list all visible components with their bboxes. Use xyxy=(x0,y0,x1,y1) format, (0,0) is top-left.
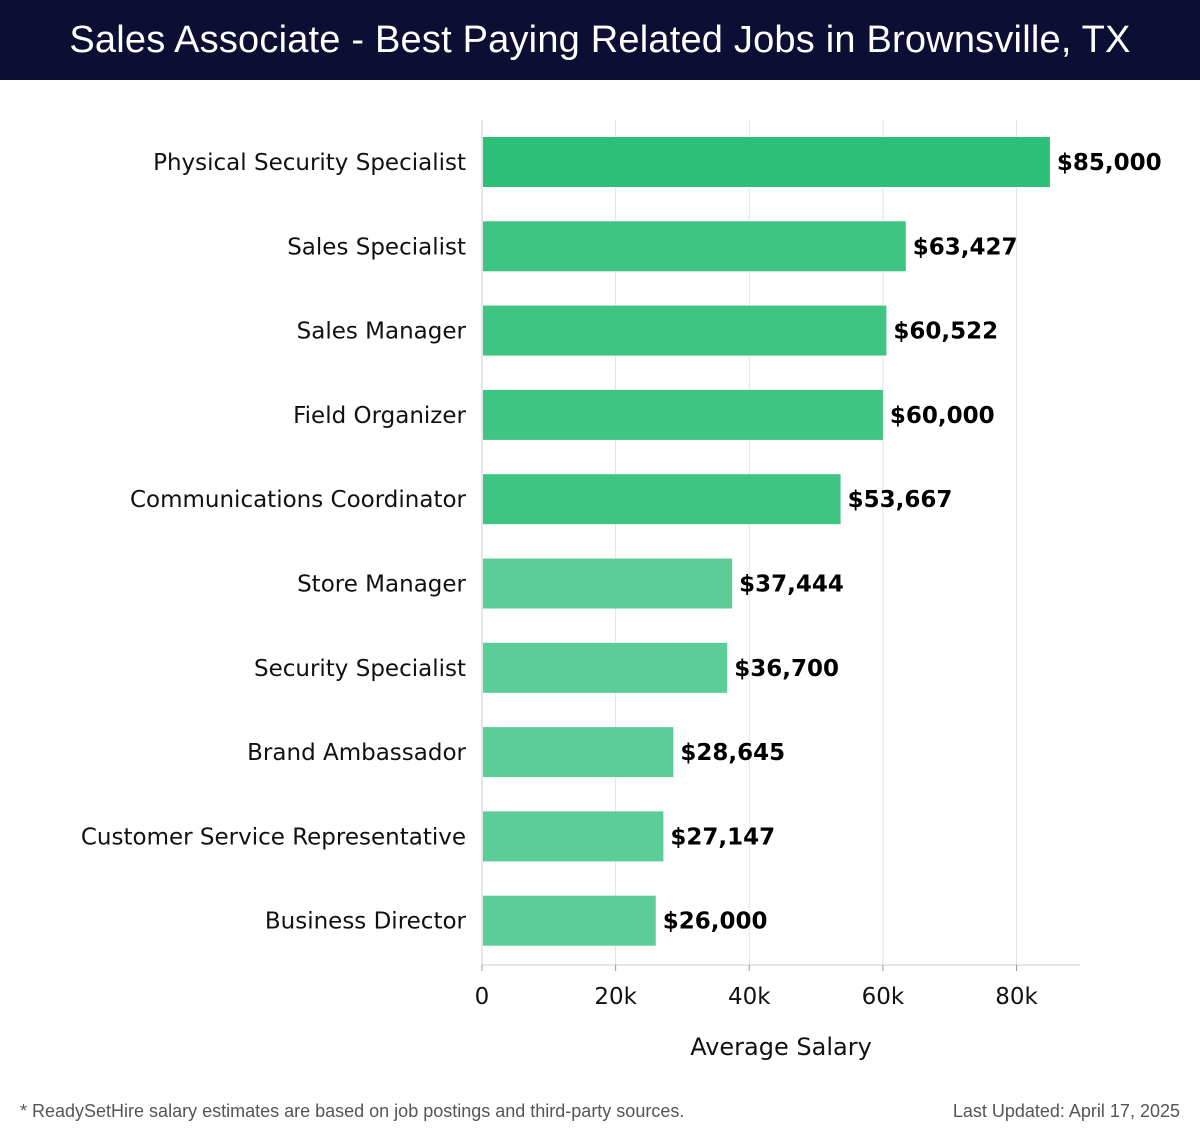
value-label: $85,000 xyxy=(1057,150,1162,176)
x-tick-label: 0 xyxy=(475,984,490,1010)
value-label: $26,000 xyxy=(663,909,768,935)
category-label: Store Manager xyxy=(297,572,466,598)
bar xyxy=(483,305,887,356)
value-labels: $85,000 $63,427 $60,522 $60,000 $53,667 $37,4… xyxy=(663,150,1162,935)
x-tick-label: 20k xyxy=(594,984,637,1010)
bar xyxy=(483,137,1050,187)
x-axis: 0 20k 40k 60k 80k xyxy=(475,120,1080,1010)
value-label: $37,444 xyxy=(739,572,844,598)
bar xyxy=(483,389,883,440)
value-label: $60,522 xyxy=(893,319,998,345)
value-label: $28,645 xyxy=(680,740,785,766)
bar xyxy=(483,727,674,778)
category-label: Customer Service Representative xyxy=(81,824,466,850)
value-label: $53,667 xyxy=(848,487,953,513)
bar xyxy=(483,895,656,946)
title-bar: Sales Associate - Best Paying Related Jo… xyxy=(0,0,1200,80)
category-label: Field Organizer xyxy=(293,403,466,429)
salary-bar-chart: 0 20k 40k 60k 80k Physical Security Speciali… xyxy=(81,120,1162,1061)
x-axis-title: Average Salary xyxy=(690,1033,872,1061)
footer-note: * ReadySetHire salary estimates are base… xyxy=(20,1101,685,1121)
x-tick-label: 40k xyxy=(728,984,771,1010)
category-label: Business Director xyxy=(265,909,467,935)
category-label: Sales Specialist xyxy=(287,234,466,260)
bar xyxy=(483,642,728,693)
value-label: $36,700 xyxy=(734,656,839,682)
value-label: $27,147 xyxy=(670,824,775,850)
value-label: $63,427 xyxy=(913,234,1018,260)
last-updated: Last Updated: April 17, 2025 xyxy=(952,1101,1180,1121)
category-label: Security Specialist xyxy=(254,656,466,682)
category-label: Brand Ambassador xyxy=(247,740,466,766)
bar xyxy=(483,474,841,525)
category-label: Physical Security Specialist xyxy=(153,150,466,176)
value-label: $60,000 xyxy=(890,403,995,429)
x-tick-label: 80k xyxy=(995,984,1038,1010)
category-labels: Physical Security Specialist Sales Specia… xyxy=(81,150,467,935)
bar xyxy=(483,558,733,609)
bars xyxy=(483,137,1050,946)
category-label: Sales Manager xyxy=(297,319,467,345)
bar xyxy=(483,221,906,272)
page-title: Sales Associate - Best Paying Related Jo… xyxy=(69,18,1131,61)
bar xyxy=(483,811,664,862)
x-tick-label: 60k xyxy=(862,984,905,1010)
category-label: Communications Coordinator xyxy=(130,487,467,513)
